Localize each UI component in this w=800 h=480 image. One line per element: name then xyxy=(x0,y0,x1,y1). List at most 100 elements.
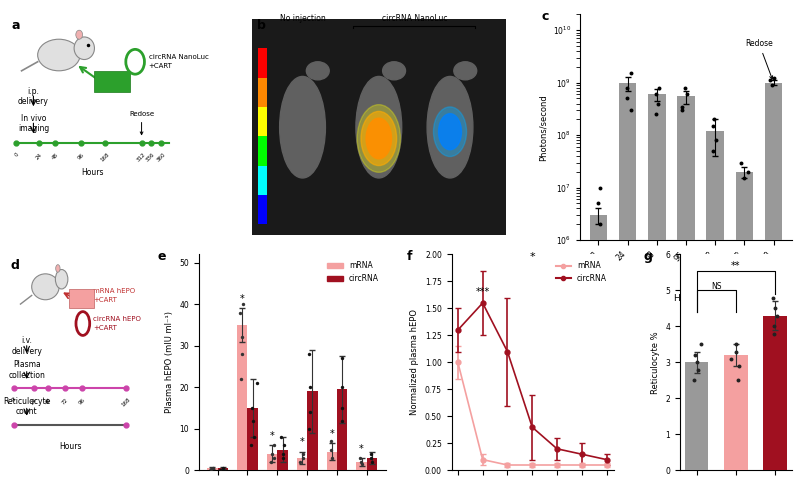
Point xyxy=(237,300,250,308)
Ellipse shape xyxy=(280,76,326,178)
Point xyxy=(325,446,338,454)
Point xyxy=(625,106,638,114)
Point xyxy=(706,147,719,155)
Point xyxy=(594,220,606,228)
Point xyxy=(734,159,747,167)
Bar xyxy=(678,96,695,480)
Text: 0: 0 xyxy=(11,397,18,403)
Point xyxy=(248,433,261,441)
Bar xyxy=(619,215,637,480)
Text: a: a xyxy=(11,19,20,32)
Legend: mRNA, circRNA: mRNA, circRNA xyxy=(553,258,610,286)
Point xyxy=(354,454,366,462)
FancyBboxPatch shape xyxy=(94,71,130,92)
Point xyxy=(767,294,780,301)
Ellipse shape xyxy=(434,107,466,156)
Point xyxy=(326,454,338,462)
Text: NS: NS xyxy=(711,282,722,290)
Point xyxy=(278,442,290,449)
Y-axis label: Reticulocyte %: Reticulocyte % xyxy=(650,331,660,394)
Point xyxy=(302,425,315,432)
Text: 0: 0 xyxy=(14,152,19,158)
Point xyxy=(770,312,783,320)
Point xyxy=(676,106,689,114)
Y-axis label: Plasma hEPO (mIU ml⁻¹): Plasma hEPO (mIU ml⁻¹) xyxy=(165,312,174,413)
Text: *: * xyxy=(240,294,245,304)
Point xyxy=(335,404,348,412)
Bar xyxy=(278,450,288,470)
Text: In vivo
imaging: In vivo imaging xyxy=(18,114,49,133)
Text: 96: 96 xyxy=(78,397,86,406)
Point xyxy=(297,450,310,457)
Text: ***: *** xyxy=(475,288,490,298)
Point xyxy=(766,81,778,89)
Ellipse shape xyxy=(55,270,68,289)
Ellipse shape xyxy=(32,274,59,300)
Point xyxy=(276,454,289,462)
Point xyxy=(652,84,665,92)
Text: 312: 312 xyxy=(136,152,147,163)
Point xyxy=(303,408,316,416)
Point xyxy=(250,379,263,387)
Point xyxy=(594,184,606,192)
Point xyxy=(264,458,277,466)
Bar xyxy=(258,136,267,166)
Bar xyxy=(366,458,378,470)
Point xyxy=(680,90,693,98)
X-axis label: Hours: Hours xyxy=(673,294,699,303)
Ellipse shape xyxy=(306,62,330,80)
Point xyxy=(730,341,742,348)
Text: c: c xyxy=(542,10,550,23)
Text: 360: 360 xyxy=(156,152,167,163)
Ellipse shape xyxy=(38,39,80,71)
Point xyxy=(303,384,316,391)
Bar xyxy=(706,131,724,480)
Point xyxy=(366,458,378,466)
Text: circRNA hEPO: circRNA hEPO xyxy=(93,316,141,322)
Point xyxy=(277,450,290,457)
Point xyxy=(294,458,306,466)
Text: *: * xyxy=(359,444,364,454)
Ellipse shape xyxy=(438,114,462,150)
Text: 24: 24 xyxy=(35,152,44,160)
Y-axis label: Photons/second: Photons/second xyxy=(538,94,547,161)
Text: circRNA NanoLuc: circRNA NanoLuc xyxy=(149,54,209,60)
Ellipse shape xyxy=(454,62,477,80)
Bar xyxy=(258,107,267,136)
Text: g: g xyxy=(644,250,653,263)
Bar xyxy=(337,389,347,470)
Ellipse shape xyxy=(366,118,391,159)
Text: 168: 168 xyxy=(121,397,132,408)
Point xyxy=(678,84,691,92)
Point xyxy=(355,460,368,468)
Text: b: b xyxy=(257,19,266,32)
Point xyxy=(206,465,219,472)
Point xyxy=(742,168,754,176)
Point xyxy=(732,362,745,370)
Text: f: f xyxy=(406,250,412,263)
Point xyxy=(336,417,349,424)
Point xyxy=(217,465,230,472)
Y-axis label: Normalized plasma hEPO: Normalized plasma hEPO xyxy=(410,310,419,415)
Point xyxy=(336,354,349,362)
Point xyxy=(234,309,246,316)
Bar xyxy=(736,215,753,480)
Point xyxy=(268,442,281,449)
Point xyxy=(730,348,742,355)
Text: d: d xyxy=(10,259,19,272)
Point xyxy=(266,450,278,457)
Text: i.v.
delivery: i.v. delivery xyxy=(11,336,42,356)
Point xyxy=(592,200,605,207)
Point xyxy=(625,70,638,77)
Text: +CART: +CART xyxy=(93,297,117,303)
Bar xyxy=(207,468,218,470)
Text: 72: 72 xyxy=(61,397,69,406)
Point xyxy=(688,376,701,384)
Text: Hours: Hours xyxy=(59,443,82,451)
Legend: mRNA, circRNA: mRNA, circRNA xyxy=(325,258,382,286)
Ellipse shape xyxy=(357,105,401,172)
Point xyxy=(267,454,280,462)
Point xyxy=(706,122,719,130)
Text: *: * xyxy=(299,437,304,447)
Bar xyxy=(590,215,607,480)
